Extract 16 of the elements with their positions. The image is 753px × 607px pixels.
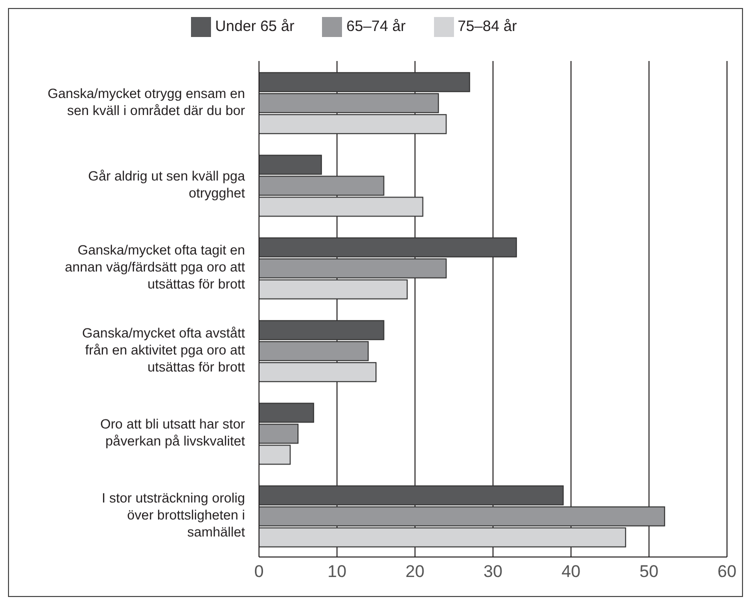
- legend-label: 65–74 år: [346, 18, 406, 35]
- y-tick-label: Ganska/mycket ofta avstått från en aktivitet pga oro att utsättas för brott: [82, 324, 246, 374]
- x-tick-label: 30: [484, 562, 502, 582]
- x-tick-label: 50: [640, 562, 658, 582]
- legend-label: 75–84 år: [458, 18, 517, 35]
- x-tick-label: 40: [562, 562, 580, 582]
- legend-label: Under 65 år: [215, 18, 294, 35]
- x-tick-label: 20: [406, 562, 424, 582]
- y-tick-label: Oro att bli utsatt har stor påverkan på livskvalitet: [100, 416, 246, 448]
- x-tick-label: 0: [254, 562, 264, 582]
- x-tick-label: 10: [328, 562, 346, 582]
- y-tick-label: Ganska/mycket ofta tagit en annan väg/färdsätt pga oro att utsättas för brott: [64, 242, 246, 292]
- y-tick-label: Ganska/mycket otrygg ensam en sen kväll i området där du bor: [48, 85, 246, 118]
- y-tick-label: I stor utsträckning orolig över brottsligheten i samhället: [102, 490, 246, 540]
- x-tick-label: 60: [718, 562, 736, 582]
- y-tick-label: Går aldrig ut sen kväll pga otrygghet: [88, 168, 246, 200]
